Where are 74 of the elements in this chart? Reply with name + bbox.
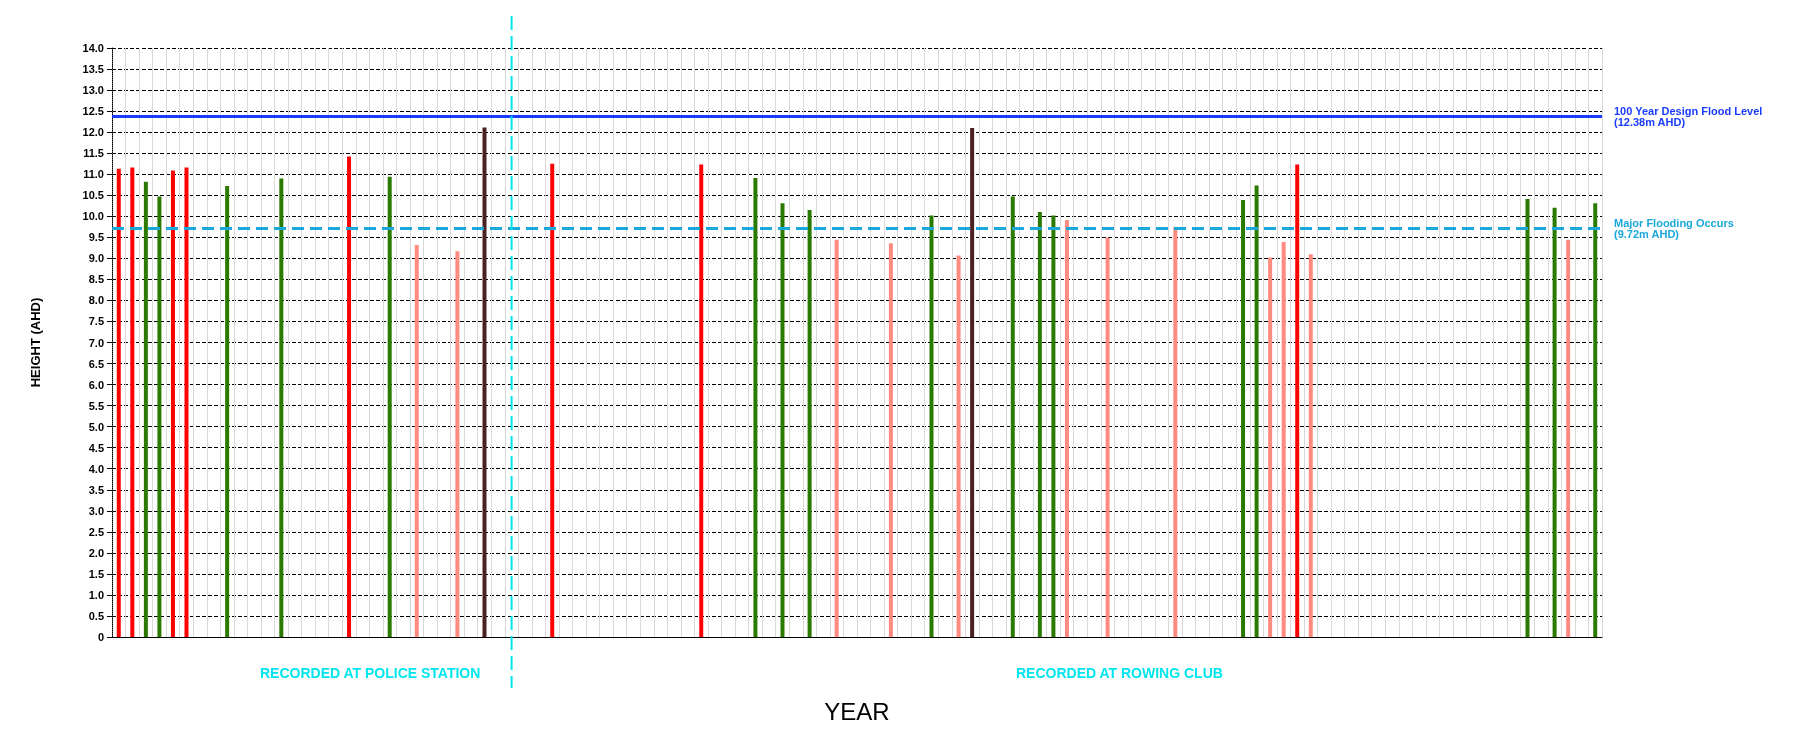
y-tick-label: 9.0 xyxy=(88,252,104,265)
bar xyxy=(414,244,419,637)
bar xyxy=(780,203,785,637)
y-tick-label: 0 xyxy=(97,631,104,643)
y-tick-label: 13.5 xyxy=(82,63,104,76)
y-tick-label: 1.0 xyxy=(88,588,104,601)
bar xyxy=(888,243,893,637)
bar xyxy=(1064,220,1069,637)
bar xyxy=(1281,241,1286,637)
text: RECORDED AT POLICE STATION xyxy=(260,665,481,681)
y-tick-label: 10.5 xyxy=(82,189,104,202)
bar xyxy=(1295,164,1300,637)
bar xyxy=(116,168,121,637)
bar xyxy=(143,181,148,637)
bar xyxy=(225,185,230,637)
y-tick-label: 9.5 xyxy=(88,231,104,244)
bar xyxy=(455,251,460,637)
bar xyxy=(1308,254,1313,637)
y-tick-label: 12.0 xyxy=(82,126,104,139)
ref-line-label: 100 Year Design Flood Level (12.38m AHD) xyxy=(1614,104,1763,128)
y-tick-label: 3.5 xyxy=(88,483,104,496)
y-tick-label: 11.5 xyxy=(83,147,104,160)
y-tick-label: 4.5 xyxy=(88,441,104,454)
bar xyxy=(699,164,704,637)
y-tick-label: 8.0 xyxy=(88,294,104,307)
bar xyxy=(1241,199,1246,637)
bar xyxy=(130,167,135,637)
y-tick-label: 2.0 xyxy=(88,546,104,559)
bar xyxy=(1254,185,1259,637)
y-tick-label: 11.0 xyxy=(83,168,104,181)
y-tick-label: 3.0 xyxy=(88,504,104,517)
y-tick-label: 4.0 xyxy=(88,462,104,475)
y-tick-label: 1.5 xyxy=(88,567,104,580)
bar xyxy=(929,215,934,637)
y-tick-label: 14.0 xyxy=(82,42,104,54)
ref-line-label: Major Flooding Occurs (9.72m AHD) xyxy=(1614,216,1734,240)
bar xyxy=(807,209,812,637)
bar xyxy=(1525,199,1530,637)
y-tick-label: 6.0 xyxy=(88,378,104,391)
bar xyxy=(834,239,839,637)
x-axis-title: YEAR xyxy=(824,697,890,725)
y-tick-label: 5.5 xyxy=(88,399,104,412)
y-tick-label: 8.5 xyxy=(88,273,104,286)
y-tick-label: 13.0 xyxy=(82,84,104,97)
bar xyxy=(1051,215,1056,637)
bar xyxy=(550,163,555,637)
y-tick-label: 5.0 xyxy=(88,420,104,433)
bar xyxy=(279,178,284,637)
bar xyxy=(1268,257,1273,637)
y-tick-label: 2.5 xyxy=(88,525,104,538)
y-tick-label: 6.5 xyxy=(88,357,104,370)
y-tick-label: 7.0 xyxy=(88,336,104,349)
bar xyxy=(347,156,352,637)
bar xyxy=(184,167,189,637)
text: RECORDED AT ROWING CLUB xyxy=(1016,665,1223,681)
y-axis-title: HEIGHT (AHD) xyxy=(28,297,43,388)
y-tick-label: 0.5 xyxy=(88,609,104,622)
bar xyxy=(482,127,487,637)
bar xyxy=(1552,207,1557,637)
bar xyxy=(970,127,975,637)
bar xyxy=(157,196,162,637)
bar xyxy=(753,178,758,637)
bar xyxy=(1593,203,1598,637)
bar xyxy=(1010,196,1015,637)
bar xyxy=(387,176,392,637)
bar xyxy=(1566,239,1571,637)
bar xyxy=(1173,226,1178,637)
bar xyxy=(170,170,175,637)
bar xyxy=(1105,237,1110,637)
bar xyxy=(956,255,961,637)
y-tick-label: 10.0 xyxy=(82,210,104,223)
bar xyxy=(1037,212,1042,637)
y-tick-label: 7.5 xyxy=(88,315,104,328)
y-tick-label: 12.5 xyxy=(82,105,104,118)
